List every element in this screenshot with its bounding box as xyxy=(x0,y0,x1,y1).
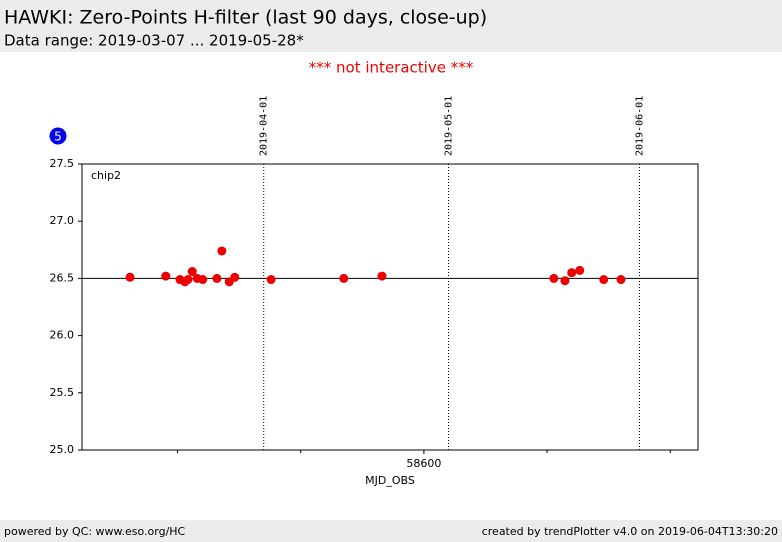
plot-frame xyxy=(81,163,699,451)
date-label: 2019-06-01 xyxy=(634,96,645,156)
footer-right: created by trendPlotter v4.0 on 2019-06-… xyxy=(482,525,778,538)
point xyxy=(599,275,609,285)
point xyxy=(198,275,208,285)
y-tick-label: 27.0 xyxy=(50,214,75,227)
y-tick-label: 26.5 xyxy=(50,271,75,284)
point xyxy=(125,272,135,282)
badge-circle xyxy=(49,127,67,145)
point xyxy=(560,276,570,286)
y-tick-label: 25.0 xyxy=(50,443,75,456)
point xyxy=(549,273,559,283)
legend-text: chip2 xyxy=(91,169,121,182)
point xyxy=(217,246,227,256)
point xyxy=(616,275,626,285)
x-tick-label: 58600 xyxy=(406,457,441,470)
y-tick-label: 26.0 xyxy=(50,329,75,342)
date-label: 2019-05-01 xyxy=(444,96,455,156)
footer-band xyxy=(0,520,782,542)
point xyxy=(187,267,197,277)
header-band xyxy=(0,0,782,52)
footer-left: powered by QC: www.eso.org/HC xyxy=(4,525,186,538)
point xyxy=(377,271,387,281)
point xyxy=(183,275,193,285)
point xyxy=(567,268,577,278)
notice: *** not interactive *** xyxy=(309,59,474,77)
point xyxy=(339,273,349,283)
point xyxy=(230,272,240,282)
date-label: 2019-04-01 xyxy=(259,96,270,156)
point xyxy=(161,271,171,281)
badge: 5 xyxy=(54,130,62,144)
point xyxy=(575,265,585,275)
point xyxy=(266,275,276,285)
y-tick-label: 27.5 xyxy=(50,157,75,170)
point xyxy=(212,273,222,283)
x-axis-label: MJD_OBS xyxy=(365,474,415,487)
title: HAWKI: Zero-Points H-filter (last 90 day… xyxy=(4,7,487,29)
y-tick-label: 25.5 xyxy=(50,386,75,399)
subtitle: Data range: 2019-03-07 ... 2019-05-28* xyxy=(4,32,304,50)
